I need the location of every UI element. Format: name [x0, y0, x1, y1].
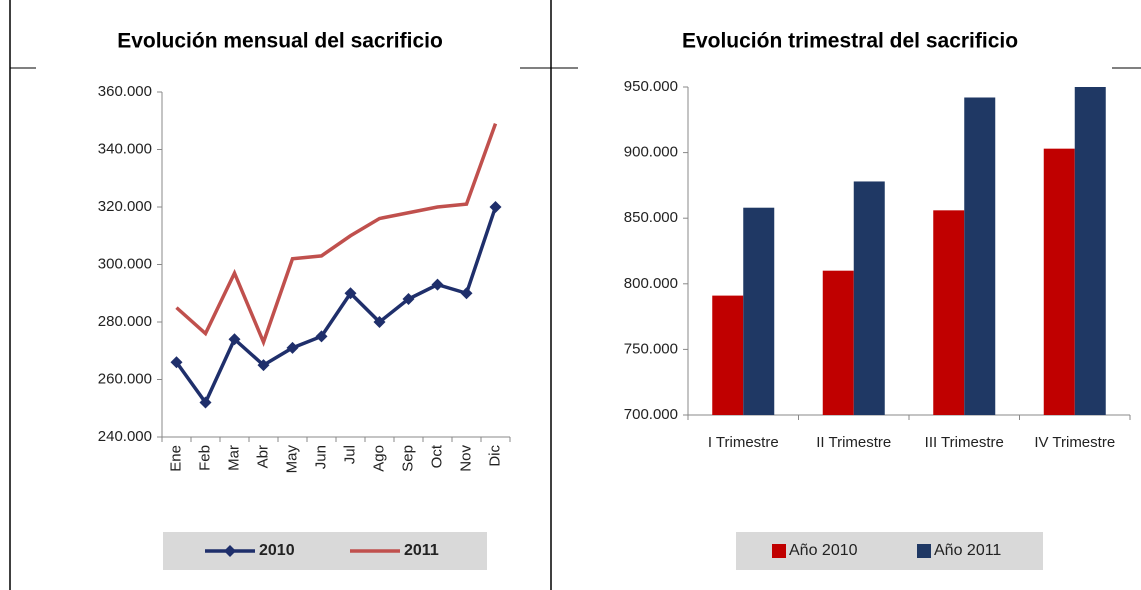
- chart-title: Evolución trimestral del sacrificio: [682, 30, 1018, 53]
- point-marker: [431, 278, 444, 291]
- point-marker: [170, 356, 183, 369]
- y-tick-label: 260.000: [98, 370, 152, 387]
- point-marker: [199, 396, 212, 409]
- bar: [712, 295, 744, 415]
- point-marker: [460, 287, 473, 300]
- x-tick-label: Abr: [254, 445, 271, 468]
- x-tick-label: Jul: [341, 445, 358, 464]
- legend-label: Año 2011: [934, 542, 1001, 559]
- x-tick-label: Oct: [428, 444, 445, 468]
- x-tick-label: Ene: [167, 445, 184, 472]
- point-marker: [344, 287, 357, 300]
- point-marker: [373, 316, 386, 328]
- bar: [1074, 87, 1106, 415]
- bar: [853, 181, 885, 415]
- x-tick-label: May: [283, 445, 300, 474]
- y-tick-label: 850.000: [624, 209, 678, 226]
- legend-label: 2011: [404, 542, 439, 559]
- x-tick-label: III Trimestre: [925, 434, 1004, 451]
- legend-swatch: [917, 544, 931, 558]
- y-tick-label: 360.000: [98, 83, 152, 100]
- point-marker: [257, 359, 270, 372]
- y-tick-label: 280.000: [98, 313, 152, 330]
- legend-label: 2010: [259, 542, 295, 559]
- y-tick-label: 700.000: [624, 406, 678, 423]
- point-marker: [489, 201, 502, 213]
- bar: [964, 97, 996, 415]
- bar: [822, 270, 854, 415]
- y-tick-label: 950.000: [624, 78, 678, 95]
- y-tick-label: 300.000: [98, 255, 152, 272]
- point-marker: [228, 333, 241, 346]
- y-tick-label: 340.000: [98, 140, 152, 157]
- y-tick-label: 750.000: [624, 340, 678, 357]
- legend-box: [736, 532, 1043, 570]
- bar: [933, 210, 965, 415]
- x-tick-label: I Trimestre: [708, 434, 779, 451]
- x-tick-label: Dic: [486, 445, 503, 467]
- x-tick-label: IV Trimestre: [1034, 434, 1115, 451]
- series-line: [175, 206, 498, 406]
- legend-swatch: [772, 544, 786, 558]
- point-marker: [315, 330, 328, 343]
- y-tick-label: 320.000: [98, 198, 152, 215]
- legend-label: Año 2010: [789, 542, 858, 559]
- series-line: [175, 123, 498, 348]
- x-tick-label: Ago: [370, 445, 387, 472]
- y-tick-label: 900.000: [624, 144, 678, 161]
- point-marker: [286, 341, 299, 354]
- y-tick-label: 800.000: [624, 275, 678, 292]
- bar: [743, 207, 775, 415]
- y-tick-label: 240.000: [98, 428, 152, 445]
- x-tick-label: II Trimestre: [816, 434, 891, 451]
- point-marker: [402, 293, 415, 305]
- x-tick-label: Mar: [225, 445, 242, 471]
- chart-title: Evolución mensual del sacrificio: [117, 30, 443, 53]
- x-tick-label: Feb: [196, 445, 213, 471]
- x-tick-label: Jun: [312, 445, 329, 469]
- bar: [1043, 148, 1075, 415]
- legend-marker: [224, 545, 236, 557]
- x-tick-label: Sep: [399, 445, 416, 472]
- x-tick-label: Nov: [457, 445, 474, 472]
